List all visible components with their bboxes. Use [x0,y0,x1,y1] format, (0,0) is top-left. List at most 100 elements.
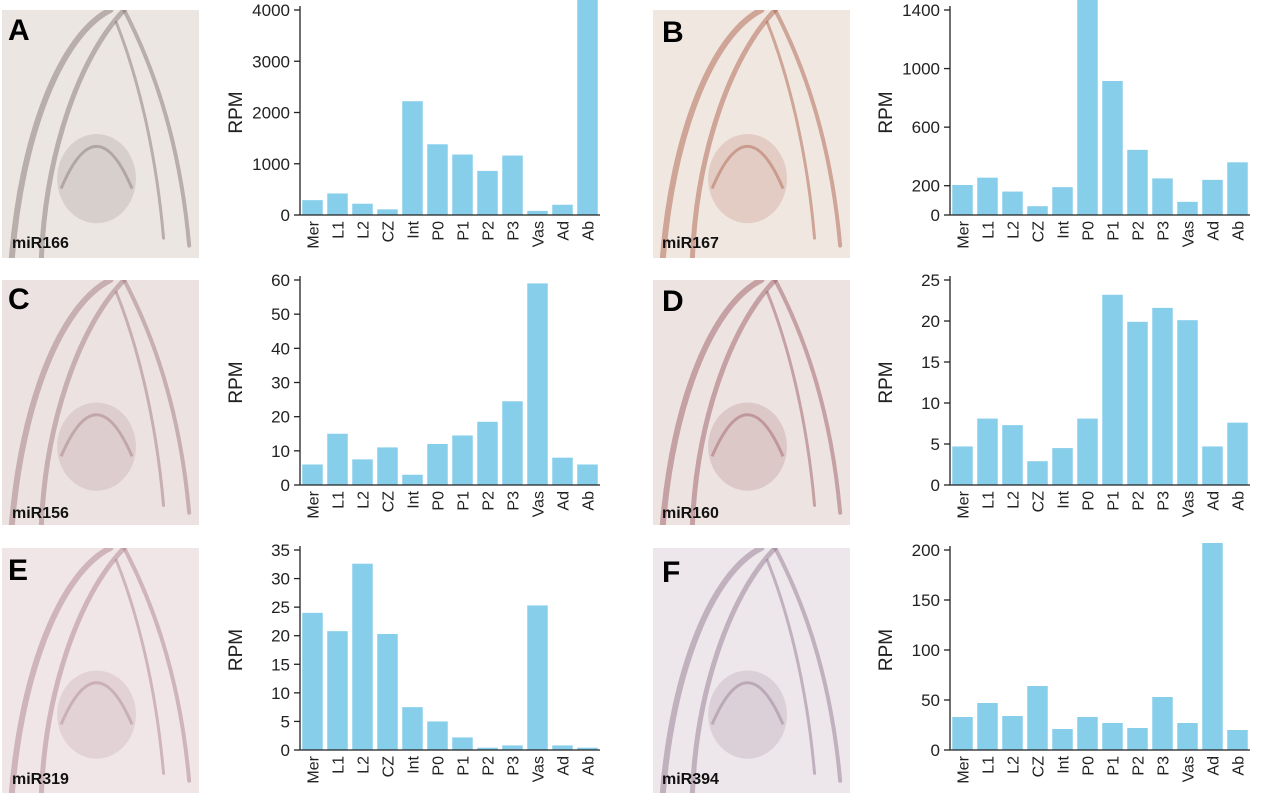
y-tick-label: 0 [931,476,940,495]
x-tick-label: Mer [306,755,323,783]
bar-p2 [477,747,498,750]
y-tick-label: 30 [271,374,290,393]
bar-p2 [1127,728,1148,750]
bar-mer [952,184,973,215]
bar-l2 [1002,425,1023,485]
y-tick-label: 20 [271,627,290,646]
bar-p2 [477,170,498,215]
x-tick-label: P3 [506,756,523,776]
x-tick-label: P0 [431,221,448,241]
bar-ab [577,747,598,750]
x-tick-label: Mer [956,755,973,783]
bar-vas [1177,320,1198,485]
bar-p3 [502,155,523,215]
x-tick-label: Ad [1206,756,1223,776]
mir-label-b: miR167 [662,235,719,252]
x-tick-label: Int [406,490,423,508]
x-tick-label: CZ [1031,491,1048,513]
y-tick-label: 60 [271,271,290,290]
x-tick-label: Int [1056,755,1073,773]
bar-p0 [1077,418,1098,485]
y-axis-label: RPM [876,361,897,403]
x-tick-label: Vas [1181,756,1198,782]
y-tick-label: 200 [912,541,940,560]
bar-chart-svg: 0 5 10 15 20 25 30 35 RPM Mer L1 L2 CZ Int P0 P1 P2 P3 Vas… [226,541,600,784]
x-tick-label: Vas [1181,221,1198,247]
x-tick-label: P2 [1131,221,1148,241]
x-tick-label: Ad [556,221,573,241]
bar-ad [552,457,573,485]
x-tick-label: Vas [531,491,548,517]
x-tick-label: CZ [381,756,398,778]
micrograph-b [653,10,850,258]
micrograph-texture [653,280,850,525]
y-axis-label: RPM [876,91,897,133]
bar-ad [1202,179,1223,215]
bar-mer [302,464,323,485]
bar-p1 [1102,294,1123,485]
bar-chart-svg: 0 50 100 150 200 RPM Mer L1 L2 CZ Int P0 P1 P2 P3 Vas Ad… [876,541,1250,784]
bar-int [402,101,423,215]
y-axis-label: RPM [226,629,247,671]
mir-label-a: miR166 [12,235,69,252]
bar-chart-svg: 0 5 10 15 20 25 RPM Mer L1 L2 CZ Int P0 P1 P2 P3 Vas Ad Ab [876,271,1250,519]
bar-p0 [427,444,448,485]
bar-p0 [427,144,448,215]
x-tick-label: P0 [1081,491,1098,511]
bar-p2 [1127,321,1148,485]
bar-mer [952,446,973,485]
bar-p1 [452,435,473,485]
x-tick-label: P2 [481,491,498,511]
bar-int [1052,448,1073,485]
bar-l2 [352,563,373,750]
x-tick-label: CZ [1031,756,1048,778]
bar-ad [552,204,573,215]
bar-chart-svg: 0 1000 2000 3000 4000 RPM Mer L1 L2 CZ Int P0 P1 P2 P3… [226,0,600,249]
bar-ab [1227,162,1248,215]
bar-ab [577,0,598,215]
x-tick-label: P2 [1131,756,1148,776]
bar-chart-svg: 0 200 600 1000 1400 RPM Mer L1 L2 CZ Int P0 P1 P2 P3 Va… [876,0,1250,249]
bar-cz [377,209,398,215]
x-tick-label: CZ [381,491,398,513]
bar-cz [1027,686,1048,750]
x-tick-label: L1 [981,756,998,774]
y-tick-label: 35 [271,541,290,560]
x-tick-label: Mer [956,220,973,248]
bar-p0 [1077,0,1098,215]
mir-label-f: miR394 [662,771,719,788]
x-tick-label: Ab [581,221,598,241]
y-axis-label: RPM [226,91,247,133]
y-tick-label: 5 [281,712,290,731]
bar-int [402,474,423,485]
micrograph-a [2,10,199,258]
bar-mer [302,612,323,750]
bar-p2 [477,421,498,485]
bar-p1 [452,154,473,215]
x-tick-label: Ad [1206,491,1223,511]
micrograph-texture [2,548,199,793]
micrograph-f [653,548,850,793]
chart-a: 0 1000 2000 3000 4000 RPM Mer L1 L2 CZ Int P0 P1 P2 P3… [200,0,620,270]
y-tick-label: 3000 [252,52,290,71]
x-tick-label: L2 [1006,491,1023,509]
panel-letter-d: D [662,285,684,318]
y-tick-label: 0 [281,206,290,225]
x-tick-label: CZ [1031,221,1048,243]
panel-letter-c: C [8,283,30,316]
y-axis-label: RPM [876,629,897,671]
bar-p3 [1152,307,1173,485]
x-tick-label: Int [1056,220,1073,238]
bar-int [1052,187,1073,215]
bar-l2 [352,459,373,485]
y-tick-label: 0 [281,476,290,495]
x-tick-label: Ab [581,491,598,511]
bar-ad [1202,543,1223,750]
mir-label-d: miR160 [662,505,719,522]
mir-label-c: miR156 [12,505,69,522]
y-tick-label: 25 [271,598,290,617]
y-tick-label: 25 [921,271,940,290]
bar-cz [1027,461,1048,485]
x-tick-label: Ab [581,756,598,776]
x-tick-label: L1 [981,491,998,509]
